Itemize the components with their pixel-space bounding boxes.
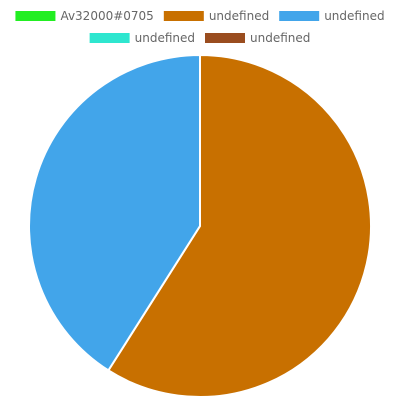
legend-swatch-1 (163, 11, 204, 21)
legend-swatch-4 (205, 33, 245, 43)
legend-item-1[interactable]: undefined (163, 9, 269, 23)
legend-label-3: undefined (135, 31, 195, 45)
legend-label-1: undefined (209, 9, 269, 23)
legend-swatch-0 (15, 11, 56, 21)
legend-swatch-2 (279, 11, 320, 21)
legend-item-4[interactable]: undefined (205, 31, 310, 45)
pie-slice-2[interactable] (28, 53, 201, 372)
legend-label-2: undefined (324, 9, 384, 23)
legend-swatch-3 (89, 33, 130, 43)
legend-item-3[interactable]: undefined (89, 31, 195, 45)
legend-item-0[interactable]: Av32000#0705 (15, 9, 154, 23)
legend-label-0: Av32000#0705 (60, 9, 153, 23)
pie-slice-1[interactable] (106, 53, 373, 398)
legend-label-4: undefined (250, 31, 310, 45)
legend-item-2[interactable]: undefined (279, 9, 385, 23)
